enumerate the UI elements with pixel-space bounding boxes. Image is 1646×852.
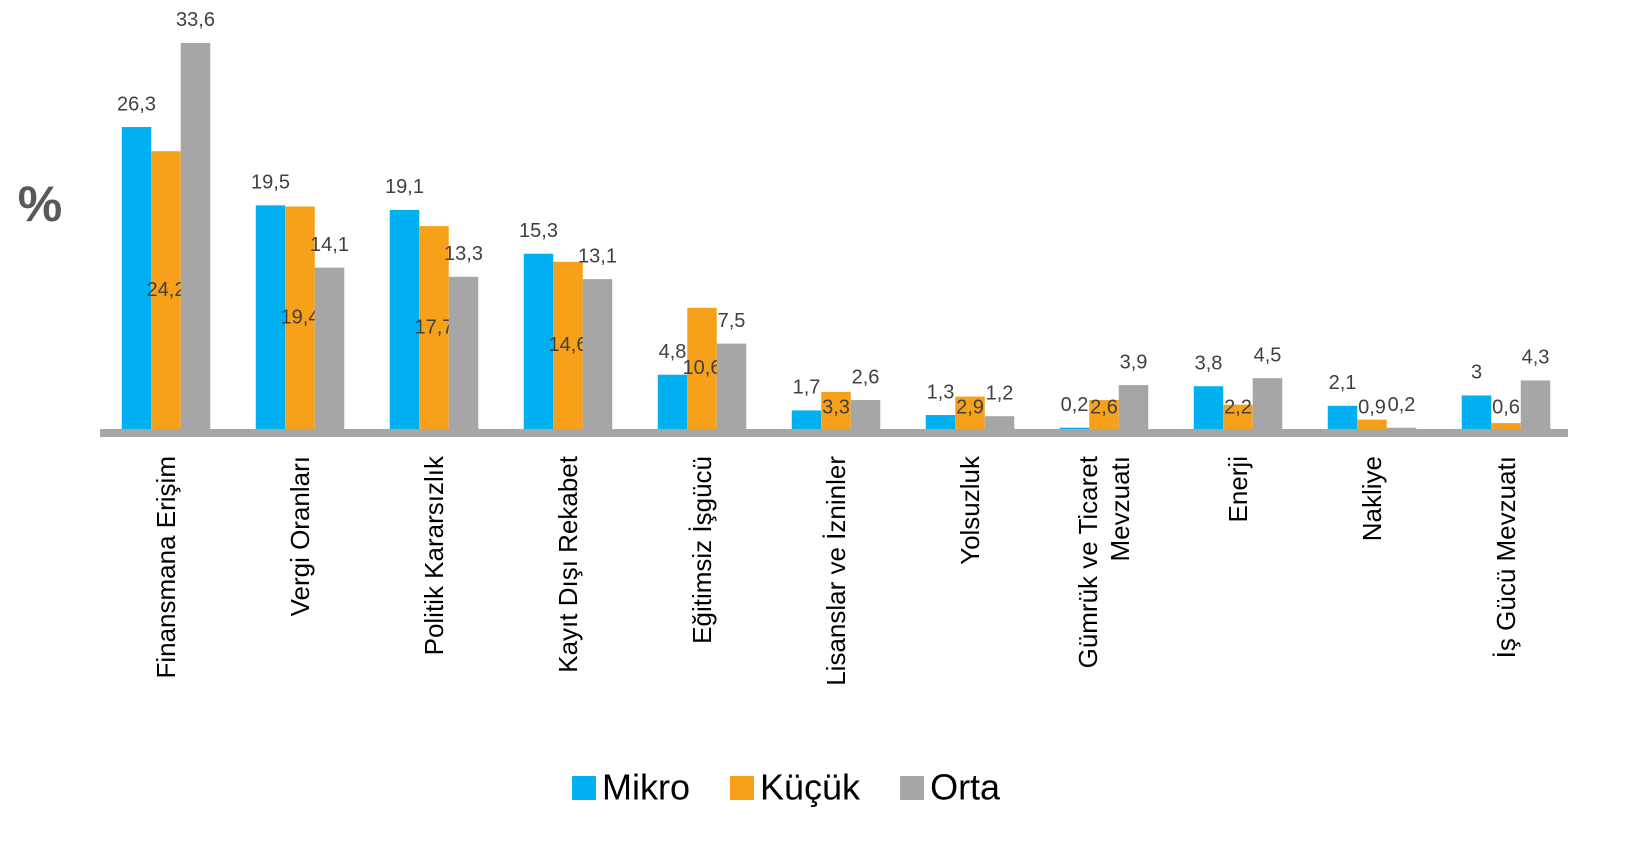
bar: [955, 396, 985, 430]
legend-swatch: [730, 776, 754, 800]
value-label: 15,3: [519, 220, 558, 242]
value-label: 17,7: [415, 316, 454, 338]
bar: [1520, 380, 1551, 430]
value-label: 4,3: [1522, 347, 1550, 369]
value-label: 13,1: [578, 245, 617, 267]
legend-label: Küçük: [760, 767, 861, 808]
value-label: 3,3: [822, 396, 850, 418]
value-label: 19,4: [281, 307, 320, 329]
bar: [1118, 385, 1149, 430]
value-label: 4,8: [659, 341, 687, 363]
legend-swatch: [572, 776, 596, 800]
value-label: 0,6: [1492, 396, 1520, 418]
x-tick-label: Kayıt Dışı Rekabet: [553, 456, 583, 673]
legend-swatch: [900, 776, 925, 800]
bar: [523, 253, 554, 430]
value-label: 3: [1471, 362, 1482, 384]
bar: [657, 374, 688, 430]
bar: [448, 276, 479, 430]
value-label: 2,6: [852, 366, 880, 388]
x-tick-label: Vergi Oranları: [285, 456, 315, 617]
value-label: 24,2: [147, 279, 186, 301]
value-label: 2,6: [1090, 396, 1118, 418]
bar: [984, 416, 1015, 430]
x-tick-label: Politik Kararsızlık: [419, 456, 449, 656]
bar: [821, 391, 851, 430]
bar: [1059, 427, 1090, 430]
bar: [285, 206, 315, 430]
bar: [791, 410, 822, 430]
bar: [180, 42, 211, 430]
value-label: 1,3: [927, 381, 955, 403]
bar: [314, 267, 345, 430]
bar: [687, 307, 717, 430]
bar: [1386, 427, 1417, 430]
bar: [925, 415, 956, 430]
bar: [1491, 423, 1521, 430]
bar: [1089, 400, 1119, 430]
y-axis-label: %: [18, 176, 62, 232]
bar: [850, 400, 881, 430]
bar: [716, 343, 747, 430]
bar: [151, 151, 181, 430]
value-label: 2,2: [1224, 396, 1252, 418]
value-label: 1,2: [986, 382, 1014, 404]
x-tick-label: Finansmana Erişim: [151, 456, 181, 679]
value-label: 7,5: [718, 310, 746, 332]
bar: [553, 261, 583, 430]
value-label: 3,8: [1195, 353, 1223, 375]
value-label: 19,5: [251, 172, 290, 194]
value-label: 14,1: [310, 234, 349, 256]
x-tick-label: Nakliye: [1357, 456, 1387, 542]
x-tick-label: Lisanslar ve İzninler: [821, 456, 851, 686]
bar: [1357, 419, 1387, 430]
value-label: 19,1: [385, 176, 424, 198]
x-tick-label: Gümrük ve Ticaret Mevzuatı: [1073, 456, 1135, 669]
value-label: 2,9: [956, 396, 984, 418]
bar: [1252, 378, 1283, 430]
x-tick-label: Enerji: [1223, 456, 1253, 523]
legend-label: Orta: [930, 767, 1001, 808]
bar: [582, 279, 613, 430]
value-label: 26,3: [117, 93, 156, 115]
bar: [255, 205, 286, 430]
value-label: 13,3: [444, 243, 483, 265]
value-label: 1,7: [793, 377, 821, 399]
bar: [389, 209, 420, 430]
x-tick-label: İş Gücü Mevzuatı: [1491, 456, 1521, 659]
value-label: 33,6: [176, 9, 215, 31]
value-label: 4,5: [1254, 344, 1282, 366]
legend-label: Mikro: [602, 767, 690, 808]
bar: [1223, 404, 1253, 430]
value-label: 10,6: [683, 357, 722, 379]
value-label: 0,2: [1061, 394, 1089, 416]
value-label: 2,1: [1329, 372, 1357, 394]
value-label: 14,6: [549, 334, 588, 356]
value-label: 0,2: [1388, 394, 1416, 416]
x-tick-label: Yolsuzluk: [955, 456, 985, 565]
bar: [121, 127, 152, 431]
x-tick-label: Eğitimsiz İşgücü: [687, 456, 717, 644]
bar: [1461, 395, 1492, 430]
bar: [419, 226, 449, 430]
value-label: 0,9: [1358, 396, 1386, 418]
bar: [1327, 405, 1358, 430]
bar: [1193, 386, 1224, 430]
value-label: 3,9: [1120, 351, 1148, 373]
